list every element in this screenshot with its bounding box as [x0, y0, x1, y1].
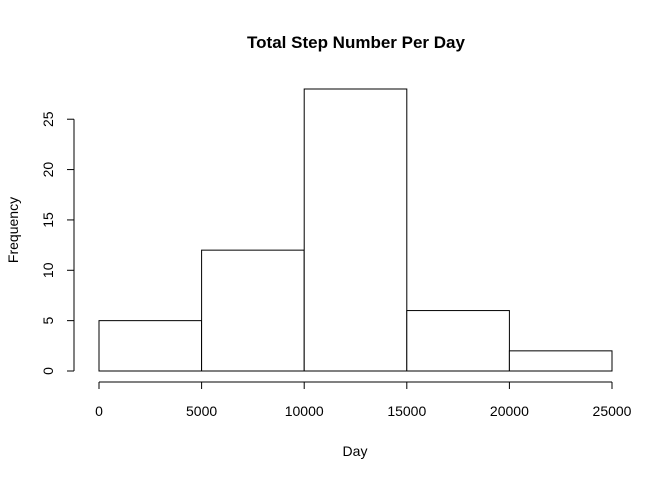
y-tick-label: 5	[40, 317, 56, 325]
y-tick-label: 25	[40, 111, 56, 127]
x-tick-label: 15000	[387, 403, 426, 419]
x-tick-label: 5000	[186, 403, 217, 419]
y-tick-label: 0	[40, 367, 56, 375]
x-axis: 0 5000 10000 15000 20000 25000	[95, 381, 632, 419]
histogram-bar-4	[406, 310, 510, 372]
chart-title: Total Step Number Per Day	[247, 33, 465, 52]
y-tick-label: 20	[40, 162, 56, 178]
x-tick-label: 20000	[490, 403, 529, 419]
histogram-bar-5	[508, 350, 613, 372]
x-axis-label: Day	[343, 443, 368, 459]
x-tick-label: 10000	[285, 403, 324, 419]
y-tick-label: 10	[40, 262, 56, 278]
y-axis-label: Frequency	[5, 197, 21, 263]
histogram-bar-1	[98, 320, 203, 372]
y-tick-label: 15	[40, 212, 56, 228]
x-tick-label: 0	[95, 403, 103, 419]
y-axis: 0 5 10 15 20 25	[40, 111, 75, 375]
histogram-bar-2	[201, 249, 305, 372]
histogram-bar-3	[303, 88, 408, 372]
x-tick-label: 25000	[593, 403, 632, 419]
bars-group	[98, 88, 613, 372]
